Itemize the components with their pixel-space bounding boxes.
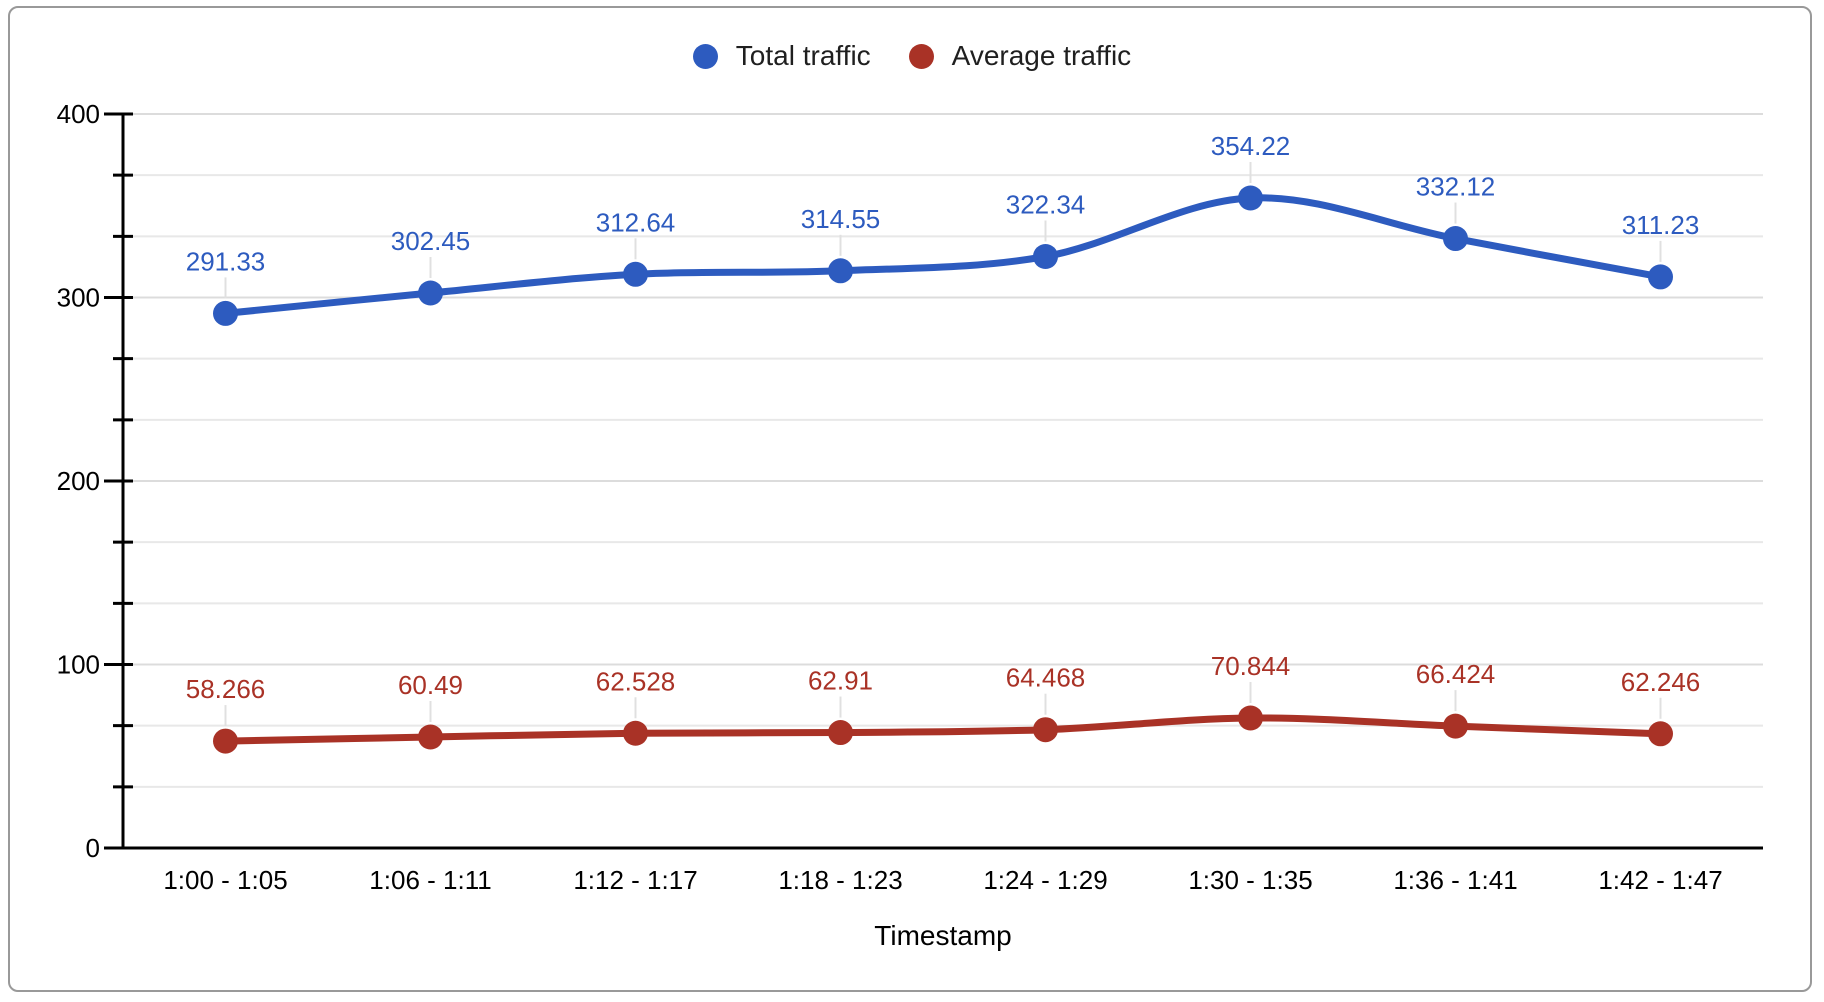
y-tick-label: 100 bbox=[57, 650, 100, 680]
legend-label-total-traffic: Total traffic bbox=[735, 40, 871, 71]
data-point-total-traffic-7[interactable] bbox=[1648, 264, 1673, 290]
chart-frame bbox=[8, 6, 1812, 992]
data-label-average-traffic: 58.266 bbox=[186, 674, 266, 704]
data-point-average-traffic-3[interactable] bbox=[828, 720, 853, 746]
x-tick-label: 1:42 - 1:47 bbox=[1598, 865, 1722, 895]
data-point-total-traffic-2[interactable] bbox=[623, 261, 648, 287]
data-label-total-traffic: 311.23 bbox=[1622, 210, 1700, 240]
data-label-average-traffic: 62.528 bbox=[596, 666, 676, 696]
y-tick-label: 200 bbox=[57, 466, 100, 496]
series-line-total-traffic bbox=[222, 194, 1664, 317]
data-label-total-traffic: 312.64 bbox=[596, 207, 676, 237]
data-label-average-traffic: 66.424 bbox=[1416, 659, 1496, 689]
legend-item-average-traffic[interactable]: Average traffic bbox=[908, 40, 1132, 72]
data-label-average-traffic: 60.49 bbox=[398, 670, 463, 700]
x-tick-label: 1:36 - 1:41 bbox=[1393, 865, 1517, 895]
legend-dot-icon bbox=[908, 43, 934, 69]
legend: Total traffic Average traffic bbox=[0, 40, 1824, 72]
data-label-average-traffic: 62.246 bbox=[1621, 667, 1701, 697]
y-tick-label: 300 bbox=[57, 283, 100, 313]
data-label-total-traffic: 302.45 bbox=[391, 226, 471, 256]
data-label-total-traffic: 354.22 bbox=[1211, 131, 1291, 161]
y-tick-label: 0 bbox=[86, 833, 100, 863]
data-point-average-traffic-7[interactable] bbox=[1648, 721, 1673, 747]
data-point-total-traffic-6[interactable] bbox=[1443, 226, 1468, 252]
data-point-total-traffic-5[interactable] bbox=[1238, 185, 1263, 211]
data-point-average-traffic-2[interactable] bbox=[623, 720, 648, 746]
y-tick-label: 400 bbox=[57, 99, 100, 129]
data-point-average-traffic-1[interactable] bbox=[418, 724, 443, 750]
x-tick-label: 1:24 - 1:29 bbox=[983, 865, 1107, 895]
data-label-average-traffic: 62.91 bbox=[808, 666, 873, 696]
x-tick-label: 1:30 - 1:35 bbox=[1188, 865, 1312, 895]
x-tick-label: 1:06 - 1:11 bbox=[369, 865, 491, 895]
data-label-total-traffic: 322.34 bbox=[1006, 190, 1086, 220]
data-point-total-traffic-4[interactable] bbox=[1033, 244, 1058, 270]
series-line-average-traffic bbox=[222, 714, 1664, 745]
data-label-average-traffic: 70.844 bbox=[1211, 651, 1291, 681]
data-label-total-traffic: 314.55 bbox=[801, 204, 881, 234]
data-point-total-traffic-3[interactable] bbox=[828, 258, 853, 284]
x-tick-label: 1:18 - 1:23 bbox=[778, 865, 902, 895]
data-point-average-traffic-0[interactable] bbox=[213, 728, 238, 754]
x-axis-title: Timestamp bbox=[874, 920, 1012, 951]
data-point-average-traffic-6[interactable] bbox=[1443, 713, 1468, 739]
data-label-average-traffic: 64.468 bbox=[1006, 663, 1086, 693]
data-label-total-traffic: 291.33 bbox=[186, 246, 266, 276]
x-tick-label: 1:12 - 1:17 bbox=[573, 865, 697, 895]
legend-dot-icon bbox=[692, 43, 718, 69]
x-tick-label: 1:00 - 1:05 bbox=[163, 865, 287, 895]
data-point-average-traffic-5[interactable] bbox=[1238, 705, 1263, 731]
legend-item-total-traffic[interactable]: Total traffic bbox=[692, 40, 871, 72]
data-label-total-traffic: 332.12 bbox=[1416, 172, 1496, 202]
legend-label-average-traffic: Average traffic bbox=[951, 40, 1132, 71]
data-point-total-traffic-1[interactable] bbox=[418, 280, 443, 306]
data-point-total-traffic-0[interactable] bbox=[213, 300, 238, 326]
data-point-average-traffic-4[interactable] bbox=[1033, 717, 1058, 743]
